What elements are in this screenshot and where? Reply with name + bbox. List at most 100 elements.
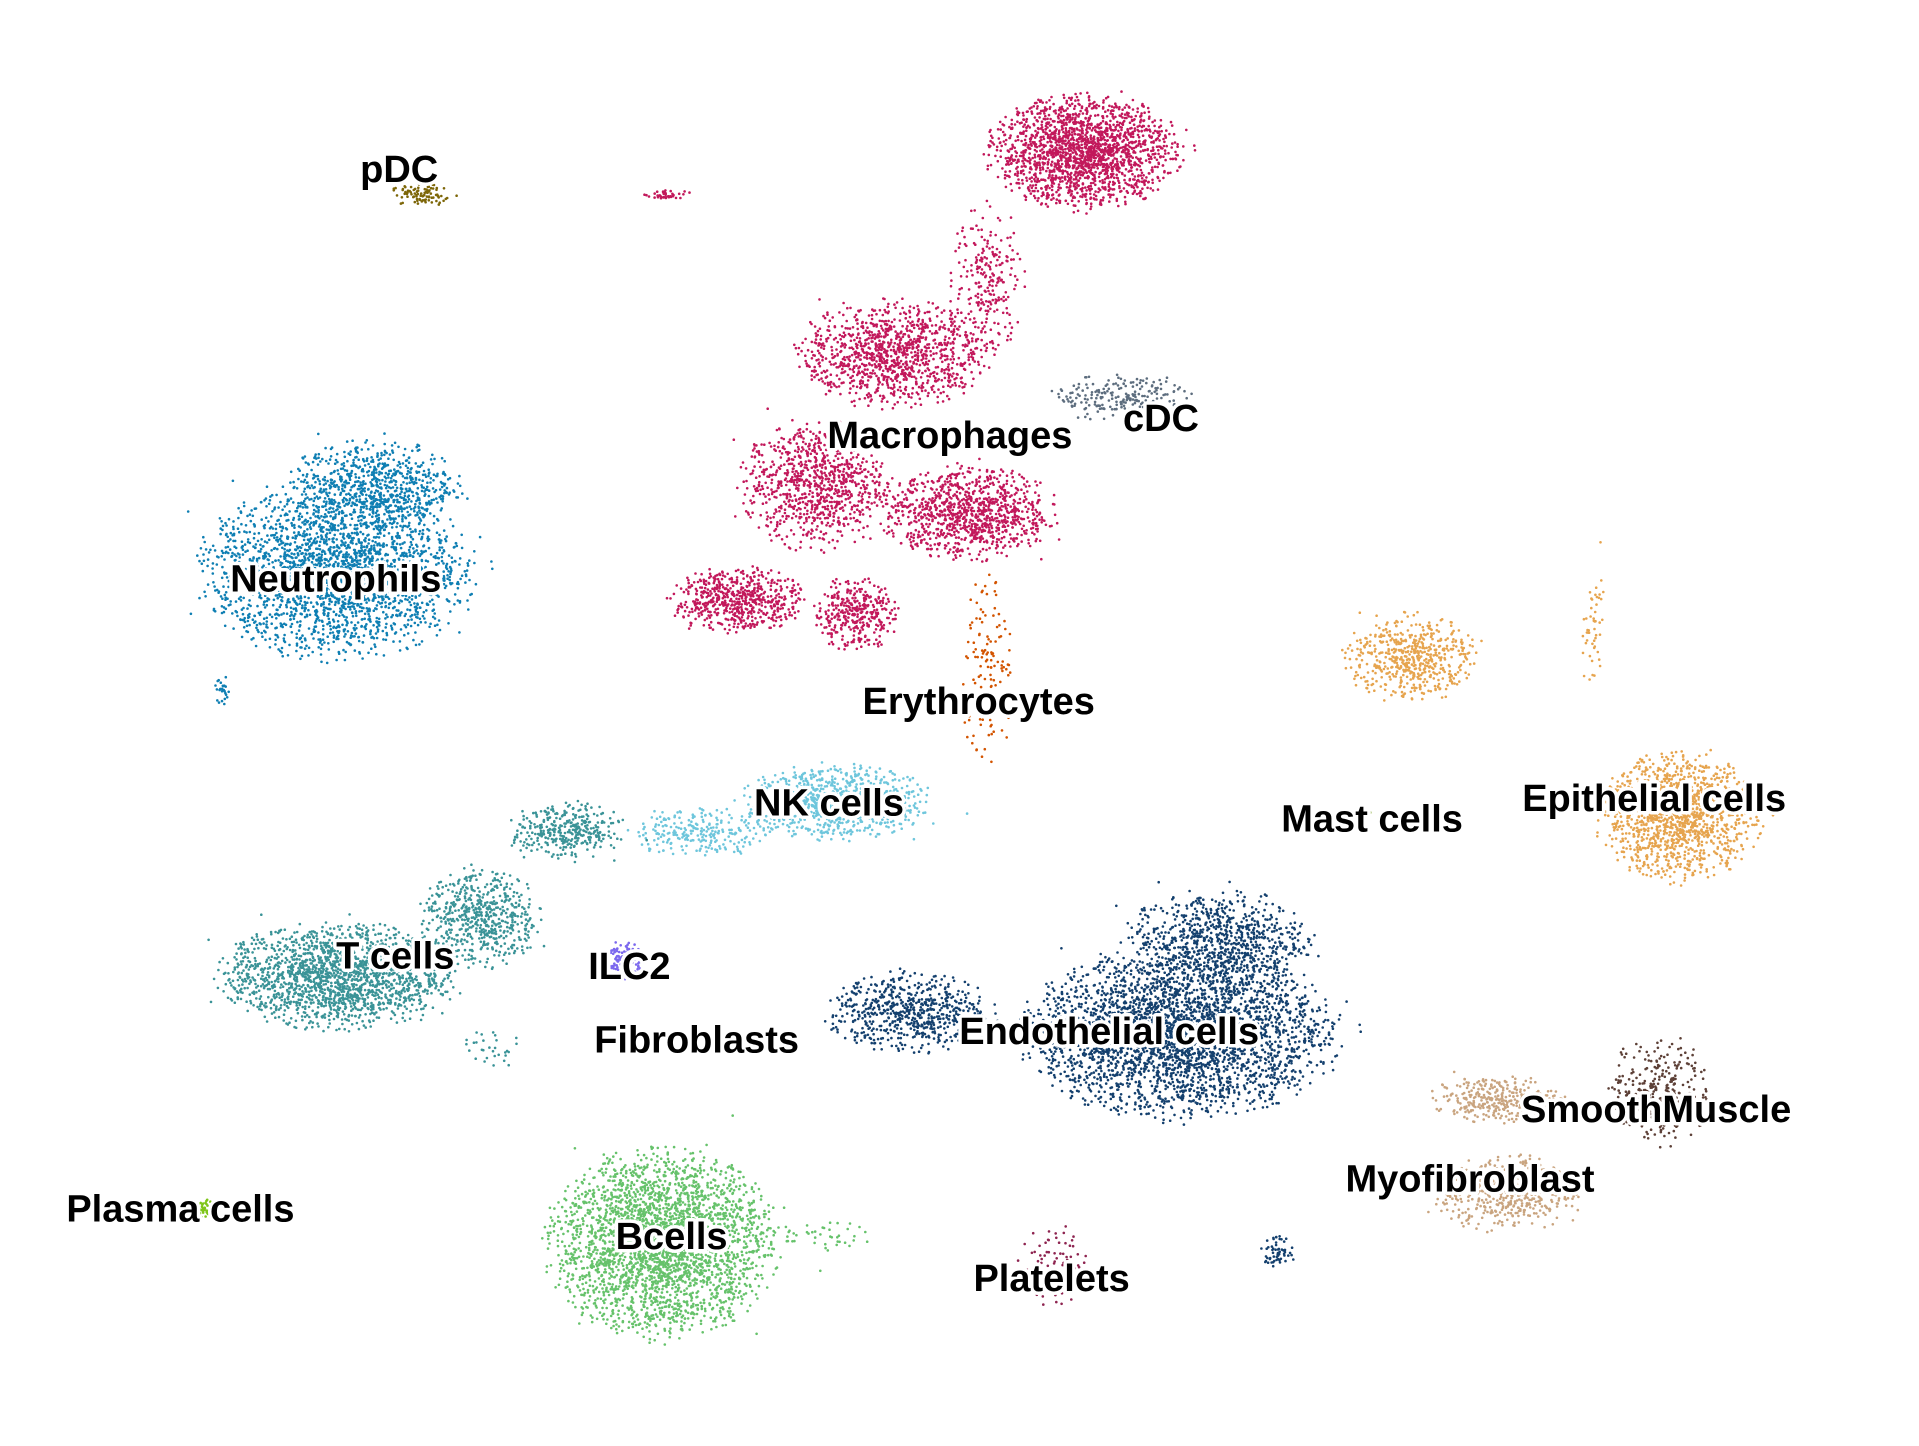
scatter-point bbox=[435, 188, 438, 192]
scatter-point bbox=[998, 512, 1001, 516]
scatter-point bbox=[797, 474, 800, 478]
scatter-point bbox=[968, 482, 971, 485]
scatter-point bbox=[1025, 510, 1029, 514]
scatter-point bbox=[836, 494, 840, 498]
scatter-point bbox=[994, 497, 997, 501]
scatter-point bbox=[878, 319, 882, 323]
scatter-point bbox=[1034, 491, 1037, 494]
scatter-point bbox=[1050, 179, 1053, 182]
scatter-point bbox=[1112, 193, 1115, 197]
scatter-point bbox=[875, 323, 879, 326]
scatter-point bbox=[1024, 485, 1028, 488]
scatter-point bbox=[951, 383, 954, 387]
scatter-point bbox=[1037, 494, 1041, 497]
scatter-point bbox=[1001, 167, 1004, 170]
scatter-point bbox=[825, 495, 828, 499]
scatter-point bbox=[791, 499, 794, 503]
scatter-point bbox=[954, 536, 958, 539]
scatter-point bbox=[1057, 113, 1061, 117]
scatter-point bbox=[1160, 129, 1163, 133]
scatter-point bbox=[1146, 186, 1149, 190]
scatter-point bbox=[896, 361, 900, 364]
scatter-point bbox=[1133, 178, 1136, 181]
scatter-point bbox=[921, 505, 925, 508]
scatter-point bbox=[932, 531, 935, 535]
scatter-point bbox=[1009, 182, 1013, 186]
scatter-point bbox=[782, 520, 786, 523]
scatter-point bbox=[881, 505, 885, 508]
scatter-point bbox=[915, 498, 918, 502]
scatter-point bbox=[803, 463, 807, 466]
scatter-point bbox=[975, 533, 979, 536]
scatter-point bbox=[828, 360, 832, 364]
scatter-point bbox=[931, 518, 934, 521]
scatter-point bbox=[1029, 192, 1033, 195]
scatter-point bbox=[946, 524, 949, 527]
scatter-point bbox=[926, 512, 930, 516]
scatter-point bbox=[828, 461, 832, 465]
scatter-point bbox=[780, 538, 784, 541]
scatter-point bbox=[1140, 112, 1143, 115]
scatter-point bbox=[958, 384, 961, 388]
scatter-point bbox=[982, 486, 986, 490]
scatter-point bbox=[1096, 136, 1099, 140]
scatter-point bbox=[757, 526, 761, 529]
scatter-point bbox=[915, 489, 918, 492]
scatter-point bbox=[1009, 134, 1012, 137]
scatter-point bbox=[1091, 150, 1094, 154]
scatter-point bbox=[1038, 498, 1041, 502]
scatter-point bbox=[824, 477, 828, 481]
scatter-point bbox=[1044, 202, 1048, 206]
scatter-point bbox=[1052, 168, 1056, 171]
scatter-point bbox=[1058, 144, 1061, 147]
scatter-point bbox=[868, 330, 871, 333]
scatter-point bbox=[852, 360, 856, 363]
scatter-point bbox=[892, 383, 896, 387]
scatter-point bbox=[1004, 185, 1008, 189]
scatter-point bbox=[1000, 551, 1003, 555]
scatter-point bbox=[946, 475, 950, 478]
scatter-point bbox=[916, 352, 920, 355]
scatter-point bbox=[955, 494, 958, 498]
scatter-point bbox=[921, 320, 925, 324]
scatter-point bbox=[961, 343, 965, 347]
scatter-point bbox=[878, 339, 881, 343]
scatter-point bbox=[969, 528, 972, 531]
scatter-point bbox=[1145, 176, 1148, 179]
scatter-point bbox=[1048, 186, 1051, 190]
scatter-point bbox=[1028, 126, 1032, 129]
scatter-point bbox=[949, 309, 952, 313]
scatter-point bbox=[1021, 510, 1024, 513]
scatter-point bbox=[1114, 102, 1117, 105]
scatter-point bbox=[847, 497, 850, 500]
scatter-point bbox=[828, 483, 832, 487]
scatter-point bbox=[813, 536, 816, 539]
scatter-point bbox=[970, 513, 974, 516]
scatter-point bbox=[1101, 115, 1105, 118]
scatter-point bbox=[766, 475, 769, 478]
scatter-point bbox=[859, 467, 862, 471]
scatter-point bbox=[799, 540, 803, 544]
scatter-point bbox=[953, 324, 957, 328]
scatter-point bbox=[1026, 186, 1030, 190]
scatter-point bbox=[926, 501, 930, 505]
scatter-point bbox=[401, 187, 405, 191]
scatter-point bbox=[999, 468, 1003, 471]
scatter-point bbox=[793, 504, 797, 508]
scatter-point bbox=[832, 459, 836, 463]
scatter-point bbox=[1159, 118, 1163, 122]
scatter-point bbox=[992, 483, 995, 487]
scatter-point bbox=[823, 484, 826, 487]
scatter-point bbox=[1025, 179, 1029, 182]
scatter-point bbox=[952, 524, 955, 528]
scatter-point bbox=[1082, 137, 1085, 141]
scatter-point bbox=[921, 381, 925, 385]
scatter-point bbox=[821, 537, 824, 540]
scatter-point bbox=[1008, 533, 1012, 536]
scatter-point bbox=[864, 342, 867, 346]
scatter-point bbox=[1077, 102, 1080, 106]
scatter-point bbox=[1047, 113, 1051, 117]
scatter-point bbox=[410, 193, 413, 196]
scatter-point bbox=[1018, 121, 1022, 125]
scatter-point bbox=[1115, 164, 1119, 168]
